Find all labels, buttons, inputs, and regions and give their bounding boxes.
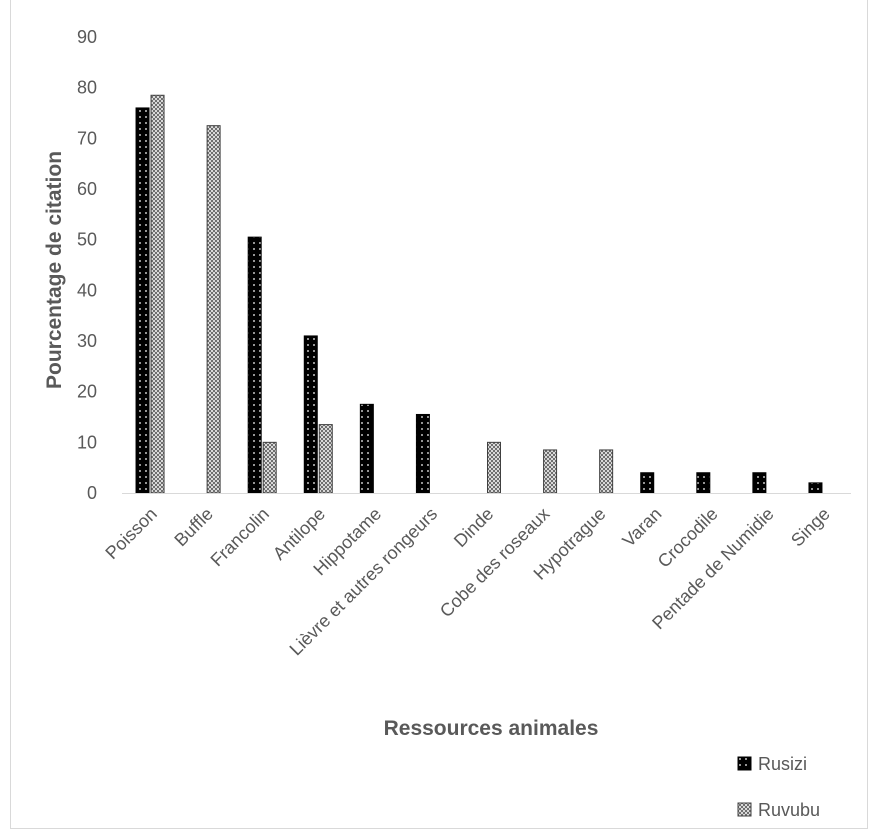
chart-frame: 0 10 20 30 40 50 60 70 80 90 Poisson Buffle Francol… (10, 0, 868, 829)
bar-rusizi-2 (248, 237, 261, 493)
bar-chart: 0 10 20 30 40 50 60 70 80 90 Poisson BuffleFrancol… (11, 0, 869, 829)
x-tick-label: Singe (787, 504, 834, 551)
bars (136, 95, 822, 493)
x-axis-labels: Poisson BuffleFrancolinAntilopeHippotameL… (101, 504, 833, 660)
y-axis-ticks: 0 10 20 30 40 50 60 70 80 90 (77, 27, 97, 503)
legend: Rusizi Ruvubu (738, 754, 820, 820)
legend-swatch-rusizi (738, 757, 751, 770)
bar-rusizi-0 (136, 108, 149, 493)
legend-swatch-ruvubu (738, 803, 751, 816)
y-tick-label: 0 (87, 483, 97, 503)
bar-ruvubu-6 (488, 442, 501, 493)
x-axis-title: Ressources animales (384, 717, 599, 740)
bar-rusizi-12 (809, 483, 822, 493)
bar-rusizi-3 (304, 336, 317, 493)
x-tick-label: Varan (618, 504, 665, 551)
y-tick-label: 40 (77, 280, 97, 300)
bar-ruvubu-0 (151, 95, 164, 493)
y-tick-label: 50 (77, 230, 97, 250)
y-tick-label: 10 (77, 432, 97, 452)
y-tick-label: 90 (77, 27, 97, 47)
legend-label-ruvubu: Ruvubu (758, 800, 820, 820)
y-tick-label: 70 (77, 128, 97, 148)
y-tick-label: 60 (77, 179, 97, 199)
bar-ruvubu-1 (207, 126, 220, 493)
bar-rusizi-10 (697, 473, 710, 493)
x-tick-label: Dinde (450, 504, 497, 551)
bar-rusizi-5 (416, 414, 429, 493)
bar-ruvubu-8 (600, 450, 613, 493)
x-tick-label: Poisson (101, 504, 160, 563)
legend-label-rusizi: Rusizi (758, 754, 807, 774)
bar-ruvubu-2 (263, 442, 276, 493)
x-tick-label: Francolin (207, 504, 273, 570)
bar-rusizi-9 (641, 473, 654, 493)
y-tick-label: 20 (77, 382, 97, 402)
bar-ruvubu-3 (319, 425, 332, 493)
x-tick-label: Buffle (170, 504, 216, 550)
y-axis-title: Pourcentage de citation (43, 151, 66, 389)
y-tick-label: 30 (77, 331, 97, 351)
bar-ruvubu-7 (544, 450, 557, 493)
bar-rusizi-4 (360, 404, 373, 493)
bar-rusizi-11 (753, 473, 766, 493)
y-tick-label: 80 (77, 78, 97, 98)
